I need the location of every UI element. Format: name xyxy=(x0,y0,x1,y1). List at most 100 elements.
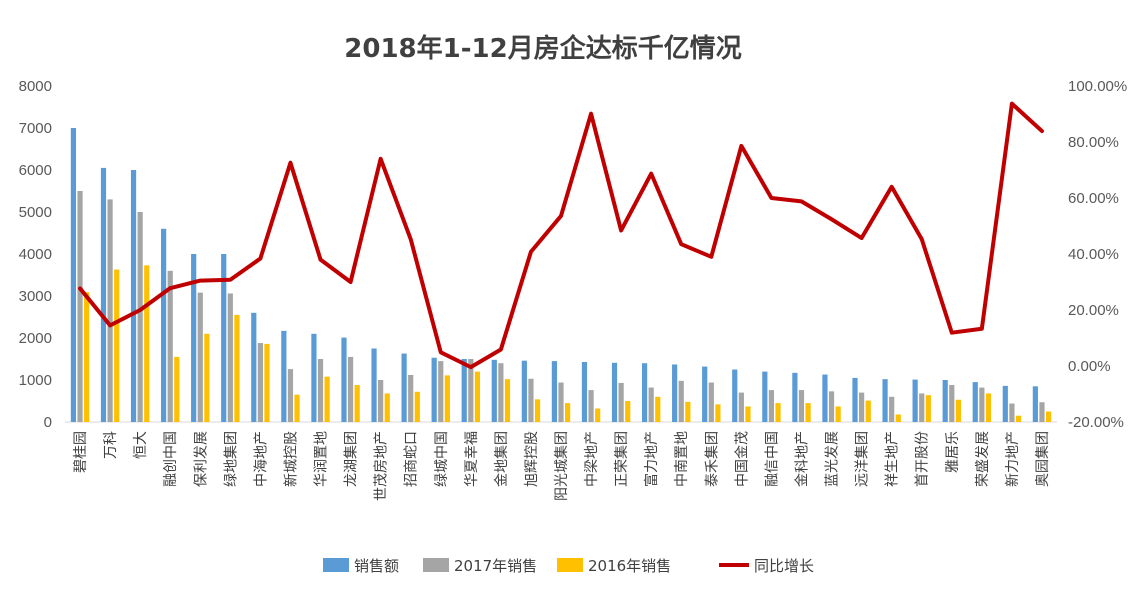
y-left-tick-label: 1000 xyxy=(19,372,52,389)
y-right-tick-label: 40.00% xyxy=(1068,246,1119,263)
bar-3 xyxy=(174,356,180,422)
x-category-label: 正荣集团 xyxy=(613,431,630,487)
bar-1 xyxy=(972,382,978,422)
bar-3 xyxy=(1045,411,1052,422)
x-category-label: 泰禾集团 xyxy=(703,431,720,487)
x-category-label: 中南置地 xyxy=(674,431,690,487)
bar-2 xyxy=(137,212,143,422)
y-right-tick-label: 100.00% xyxy=(1068,78,1127,95)
x-category-label: 绿城中国 xyxy=(434,431,450,487)
x-category-label: 远洋集团 xyxy=(854,431,871,487)
x-category-label: 富力地产 xyxy=(643,431,660,487)
bar-1 xyxy=(251,312,257,422)
y-left-tick-label: 7000 xyxy=(19,120,52,137)
bar-2 xyxy=(919,393,925,422)
y-left-axis: 0 1000 2000 3000 4000 5000 6000 7000 8000 xyxy=(19,78,52,431)
x-category-label: 华夏幸福 xyxy=(464,431,480,487)
bar-2 xyxy=(798,390,805,422)
x-axis-categories: 碧桂园 万科 恒大 融创中国 保利发展 绿地集团 中海地产 新城控股 华润置地 龙湖集团 世茂房地产… xyxy=(73,431,1051,501)
x-category-label: 新城控股 xyxy=(283,431,299,487)
bar-1 xyxy=(461,359,467,422)
x-category-label: 中海地产 xyxy=(253,431,269,487)
bar-1 xyxy=(371,348,377,422)
bar-3 xyxy=(234,314,240,422)
bar-2 xyxy=(979,387,985,422)
x-category-label: 万科 xyxy=(103,431,119,459)
bar-1 xyxy=(401,353,407,422)
y-left-tick-label: 4000 xyxy=(19,246,52,263)
y-right-axis: -20.00% 0.00% 20.00% 40.00% 60.00% 80.00% 100.… xyxy=(1068,78,1127,431)
bar-1 xyxy=(852,377,858,422)
bar-2 xyxy=(227,293,233,422)
line-series-group xyxy=(78,101,1044,370)
x-category-label: 奥园集团 xyxy=(1034,431,1051,487)
x-category-label: 荣盛发展 xyxy=(975,431,991,487)
bar-1 xyxy=(221,254,227,422)
bar-1 xyxy=(161,228,167,422)
bar-3 xyxy=(775,403,781,422)
bar-2 xyxy=(558,382,564,422)
x-category-label: 融信中国 xyxy=(764,431,780,487)
legend-swatch xyxy=(557,558,583,572)
x-category-label: 金地集团 xyxy=(493,431,510,487)
bar-1 xyxy=(672,364,678,422)
bar-3 xyxy=(114,269,120,422)
growth-line xyxy=(78,101,1044,370)
bar-2 xyxy=(949,385,955,422)
bar-1 xyxy=(1002,385,1008,422)
x-category-label: 世茂房地产 xyxy=(373,431,390,501)
x-category-label: 中梁地产 xyxy=(584,431,600,487)
x-category-label: 祥生地产 xyxy=(885,431,901,487)
bar-2 xyxy=(347,356,354,422)
bar-1 xyxy=(762,371,768,422)
bar-1 xyxy=(431,357,437,422)
bar-1 xyxy=(311,333,317,422)
bar-2 xyxy=(1009,403,1015,422)
y-left-tick-label: 6000 xyxy=(19,162,52,179)
chart-title: 2018年1-12月房企达标千亿情况 xyxy=(344,33,741,64)
bar-1 xyxy=(611,362,618,422)
legend-label: 同比增长 xyxy=(754,557,814,575)
legend-swatch xyxy=(323,558,349,572)
y-right-tick-label: 80.00% xyxy=(1068,134,1119,151)
x-category-label: 华润置地 xyxy=(314,431,330,487)
bar-3 xyxy=(805,403,811,422)
bar-2 xyxy=(378,380,384,422)
x-category-label: 保利发展 xyxy=(193,431,209,487)
bar-1 xyxy=(130,170,137,422)
bar-3 xyxy=(504,379,511,422)
bar-2 xyxy=(257,343,263,422)
x-category-label: 招商蛇口 xyxy=(404,431,420,487)
y-left-tick-label: 8000 xyxy=(19,78,52,95)
bar-3 xyxy=(715,404,721,422)
bar-2 xyxy=(197,292,203,422)
bar-3 xyxy=(204,333,210,422)
bar-3 xyxy=(565,403,571,422)
x-category-label: 新力地产 xyxy=(1005,431,1021,487)
bar-2 xyxy=(317,359,324,422)
bar-1 xyxy=(341,337,347,422)
bar-1 xyxy=(551,361,557,422)
bar-3 xyxy=(384,393,390,422)
legend-label: 销售额 xyxy=(354,557,399,575)
bar-2 xyxy=(618,382,624,422)
bar-1 xyxy=(822,374,828,422)
bar-3 xyxy=(865,400,871,422)
x-category-label: 雅居乐 xyxy=(945,431,961,473)
y-right-tick-label: 20.00% xyxy=(1068,302,1119,319)
bar-series-group xyxy=(70,128,1052,422)
bar-1 xyxy=(792,372,798,422)
bar-3 xyxy=(955,399,961,422)
bar-3 xyxy=(835,406,841,422)
bar-2 xyxy=(738,392,744,422)
bar-3 xyxy=(985,393,992,422)
bar-1 xyxy=(732,369,738,422)
bar-1 xyxy=(491,359,497,422)
bar-2 xyxy=(167,270,173,422)
x-category-label: 中国金茂 xyxy=(733,431,750,487)
bar-3 xyxy=(625,401,631,422)
bar-2 xyxy=(498,363,504,422)
x-category-label: 首开股份 xyxy=(915,431,931,487)
bar-1 xyxy=(912,379,918,422)
